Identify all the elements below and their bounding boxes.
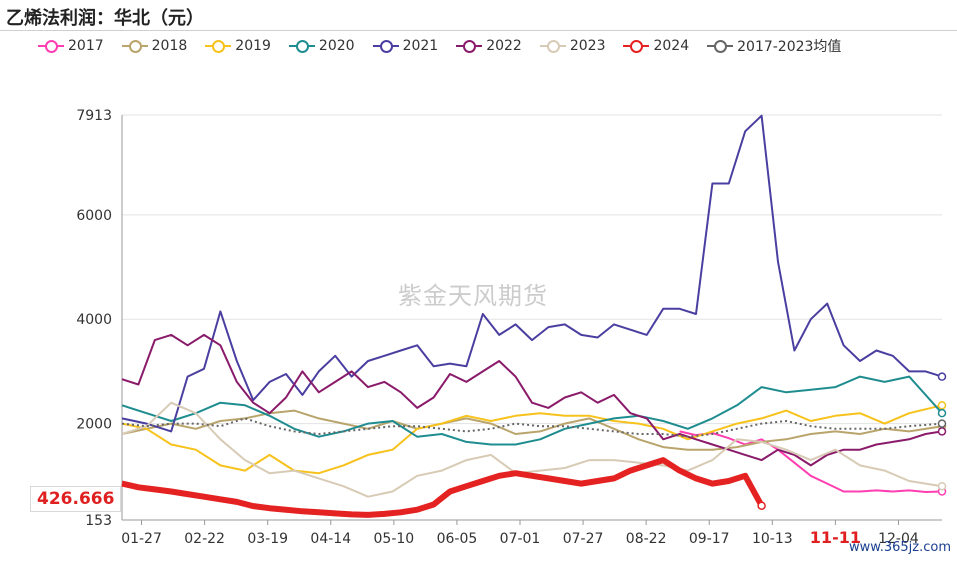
legend-swatch-icon [707,39,734,53]
legend-swatch-icon [121,39,148,53]
legend-swatch-icon [288,39,315,53]
series-end-point-2023 [937,481,947,491]
series-end-point-2019 [937,401,947,410]
website-url: www.365jz.com [849,540,951,555]
series-end-point-2022 [937,427,947,436]
legend-item-2024[interactable]: 2024 [623,36,689,56]
series-line-avg [121,417,943,438]
current-value-label: 426.666 [30,486,122,512]
legend-item-2023[interactable]: 2023 [539,36,606,56]
legend-label: 2022 [486,38,522,54]
x-tick-label: 08-22 [626,531,667,547]
series-line-2021 [121,114,943,433]
legend-item-2017[interactable]: 2017 [38,36,104,56]
series-end-point-2020 [937,408,947,418]
series-line-2023 [121,401,943,498]
legend-label: 2017 [68,38,104,54]
legend-item-2022[interactable]: 2022 [456,36,522,56]
x-tick-label: 04-14 [310,531,351,547]
x-tick-label: 11-11 [810,528,861,547]
title-divider [0,30,957,31]
x-tick-label: 07-01 [500,531,541,547]
legend-swatch-icon [623,39,650,53]
y-tick-label: 2000 [76,417,112,433]
x-tick-label: 02-22 [184,531,225,547]
legend-swatch-icon [38,39,64,53]
series-line-2019 [121,404,943,475]
series-line-2022 [121,333,943,467]
legend-label: 2018 [151,38,188,54]
legend-label: 2019 [235,38,271,54]
series-line-2017 [679,430,943,493]
x-tick-label: 10-13 [752,531,793,547]
x-tick-label: 06-05 [437,531,478,547]
y-tick-label: 4000 [76,312,112,328]
y-tick-label: 153 [85,513,112,529]
chart-legend: 2017 2018 2019 2020 2021 2022 2023 2024 2017-202… [38,36,841,56]
legend-item-2021[interactable]: 2021 [372,36,439,56]
legend-label: 2020 [318,38,355,54]
legend-swatch-icon [539,39,566,53]
legend-swatch-icon [372,39,399,53]
y-tick-label: 7913 [76,108,112,124]
y-tick-label: 6000 [76,208,112,224]
x-tick-label: 09-17 [689,531,730,547]
series-end-point-2021 [937,372,947,381]
x-tick-label: 12-04 [878,531,919,547]
series-line-2024 [121,457,765,518]
legend-label: 2023 [569,38,606,54]
page-title: 乙烯法利润：华北（元） [6,8,204,29]
legend-swatch-icon [205,39,232,53]
series-end-point-2024 [757,501,766,510]
legend-item-2020[interactable]: 2020 [288,36,355,56]
watermark-text: 紫金天风期货 [398,282,548,310]
series-line-2018 [121,409,943,451]
legend-label: 2021 [402,38,439,54]
legend-item-2019[interactable]: 2019 [205,36,271,56]
legend-item-avg[interactable]: 2017-2023均值 [707,36,841,56]
x-tick-label: 03-19 [247,531,288,547]
series-end-point-avg [937,419,947,428]
legend-item-2018[interactable]: 2018 [121,36,188,56]
series-line-2020 [121,375,943,446]
legend-swatch-icon [456,39,483,53]
x-tick-label: 01-27 [121,531,162,547]
legend-label: 2017-2023均值 [737,39,842,55]
legend-label: 2024 [653,38,690,54]
x-tick-label: 07-27 [563,531,604,547]
x-tick-label: 05-10 [374,531,415,547]
